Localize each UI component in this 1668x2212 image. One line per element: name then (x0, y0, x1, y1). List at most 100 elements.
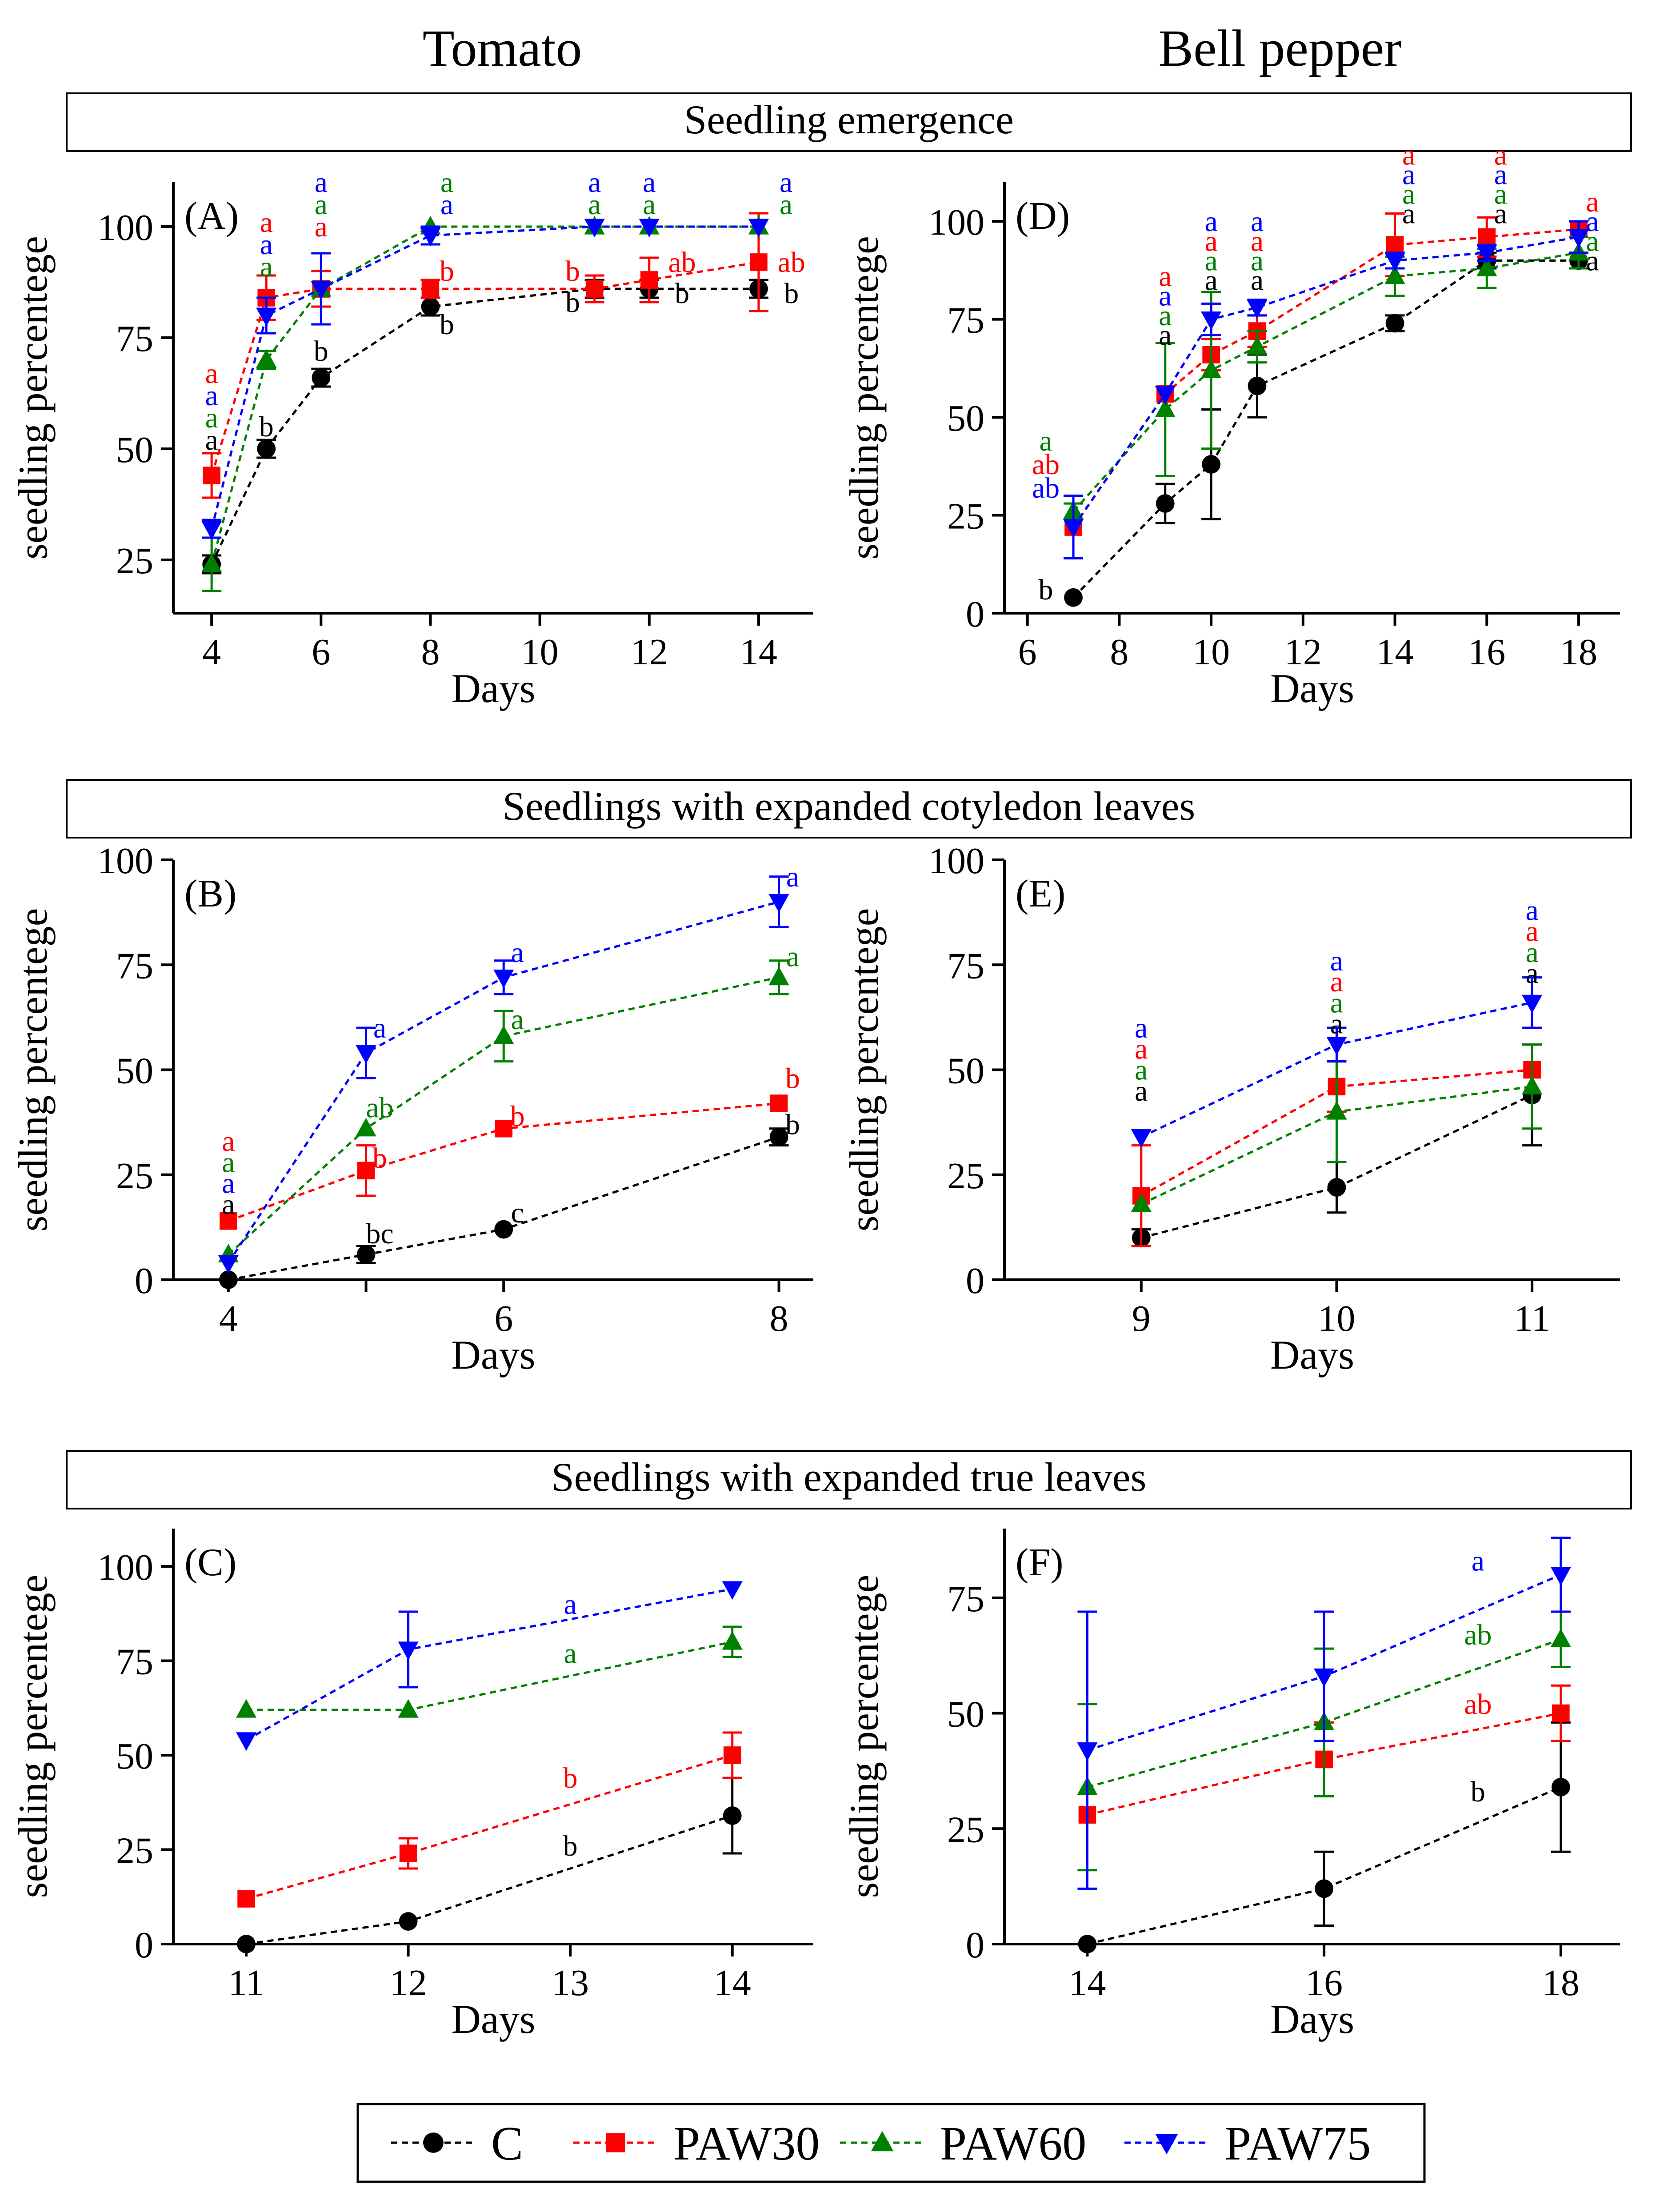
data-point (723, 1746, 741, 1764)
data-point (723, 1806, 742, 1825)
data-point (203, 467, 220, 484)
y-axis-label: seedling percentege (10, 236, 56, 559)
panel-E: 9 10 11 0 25 50 75 100 Days seedling percentege (E… (841, 840, 1620, 1378)
significance-label: b (563, 1830, 578, 1862)
x-tick-label: 14 (1068, 1962, 1106, 2004)
data-point (769, 1127, 788, 1146)
y-tick-label: 50 (116, 1050, 153, 1092)
y-tick-label: 75 (116, 318, 153, 359)
x-tick-label: 12 (390, 1962, 427, 2004)
data-point (219, 1270, 238, 1289)
data-point (768, 966, 789, 986)
data-point (1155, 386, 1176, 405)
significance-label: a (1330, 1008, 1343, 1040)
data-point (1315, 1879, 1334, 1898)
significance-label: a (205, 379, 218, 412)
legend-label: PAW75 (1224, 2117, 1371, 2170)
data-point (722, 1581, 743, 1600)
significance-label: b (372, 1142, 387, 1174)
legend-marker (1155, 2134, 1178, 2155)
data-point (770, 1094, 788, 1112)
x-tick-label: 9 (1132, 1298, 1151, 1339)
x-axis-label: Days (1270, 1996, 1354, 2042)
series-paw75 (1131, 976, 1543, 1148)
significance-label: b (563, 1762, 578, 1794)
data-point (311, 281, 332, 300)
significance-label: a (1159, 260, 1172, 293)
significance-label: b (440, 308, 454, 341)
significance-label: a (1494, 139, 1507, 171)
x-axis-label: Days (1270, 1332, 1354, 1378)
series-c (1078, 1721, 1571, 1953)
significance-label: a (1330, 986, 1343, 1019)
significance-label: a (1251, 244, 1264, 277)
series-c (237, 1777, 742, 1953)
y-tick-label: 100 (97, 207, 153, 248)
significance-label: b (314, 335, 328, 367)
data-point (494, 1220, 513, 1239)
data-point (1248, 376, 1267, 395)
y-tick-label: 50 (947, 1050, 984, 1092)
significance-label: a (1586, 244, 1599, 277)
data-point (398, 1641, 419, 1661)
series-line (228, 976, 780, 1256)
data-point (1247, 299, 1268, 319)
data-point (399, 1845, 417, 1862)
significance-label: a (1525, 915, 1538, 948)
series-paw60 (1131, 1043, 1543, 1212)
x-axis-label: Days (451, 666, 535, 711)
data-point (356, 1245, 376, 1264)
significance-label: a (1135, 1075, 1148, 1107)
series-paw30 (220, 1094, 788, 1230)
x-tick-label: 10 (1318, 1298, 1355, 1339)
significance-label: a (1135, 1033, 1148, 1065)
data-point (218, 1255, 239, 1274)
series-line (228, 1102, 779, 1222)
data-point (1478, 228, 1496, 246)
data-point (748, 219, 769, 238)
series-line (1140, 1069, 1532, 1197)
significance-label: a (440, 188, 453, 221)
panel-label: (C) (184, 1541, 236, 1584)
y-axis-label: seedling percentege (841, 236, 887, 559)
x-tick-label: 14 (714, 1962, 751, 2004)
legend-item-paw60: PAW60 (840, 2117, 1086, 2170)
significance-label: b (785, 1062, 800, 1094)
y-tick-label: 50 (116, 1736, 153, 1777)
x-tick-label: 18 (1542, 1962, 1580, 2004)
y-tick-label: 0 (135, 1260, 153, 1302)
data-point (237, 1890, 255, 1908)
significance-label: a (260, 206, 273, 239)
data-point (1131, 1129, 1152, 1148)
panel-label: (A) (184, 195, 239, 238)
data-point (493, 970, 514, 988)
data-point (722, 1631, 743, 1650)
data-point (493, 1025, 514, 1044)
section-title: Seedlings with expanded true leaves (552, 1454, 1147, 1500)
y-tick-label: 100 (928, 840, 984, 882)
section-banner-emergence: Seedling emergence (66, 92, 1632, 152)
section-banner-cotyledon: Seedlings with expanded cotyledon leaves (66, 779, 1632, 838)
series-c (1064, 251, 1588, 607)
y-axis-label: seedling percentege (841, 908, 887, 1232)
significance-label: ab (1464, 1688, 1492, 1721)
data-point (1202, 455, 1221, 474)
series-c (219, 1127, 789, 1289)
x-axis-label: Days (451, 1332, 535, 1378)
section-title: Seedling emergence (684, 97, 1014, 142)
x-axis-label: Days (1270, 666, 1354, 711)
data-point (639, 219, 660, 238)
significance-label: a (1494, 158, 1507, 191)
y-tick-label: 0 (966, 1260, 984, 1302)
data-point (1064, 588, 1083, 607)
x-tick-label: 11 (1514, 1298, 1550, 1339)
x-tick-label: 14 (1376, 631, 1414, 673)
significance-label: a (1402, 139, 1415, 171)
data-point (495, 1120, 513, 1138)
data-point (1385, 314, 1404, 333)
significance-label: a (315, 166, 328, 199)
significance-label: a (1135, 1012, 1148, 1044)
data-point (420, 228, 441, 247)
y-tick-label: 50 (947, 1694, 984, 1735)
